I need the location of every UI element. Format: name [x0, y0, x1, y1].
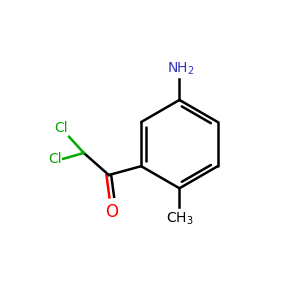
- Text: Cl: Cl: [54, 121, 68, 135]
- Text: O: O: [105, 203, 118, 221]
- Text: Cl: Cl: [48, 152, 62, 166]
- Text: NH$_2$: NH$_2$: [167, 61, 195, 77]
- Text: CH$_3$: CH$_3$: [166, 210, 193, 227]
